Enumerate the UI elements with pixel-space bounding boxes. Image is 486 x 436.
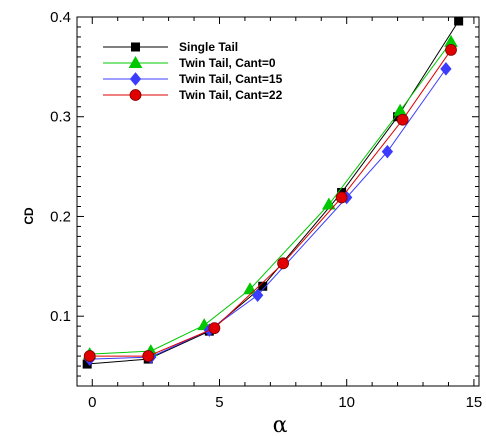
legend-marker [128,55,143,68]
legend-entry: Twin Tail, Cant=22 [103,88,283,102]
series-line [89,68,447,360]
plot-area [76,16,480,387]
x-tick-label: 15 [466,394,483,411]
x-axis: 0 5 10 15 [88,17,482,411]
plot-frame [76,16,480,387]
legend-entry: Twin Tail, Cant=15 [103,72,283,86]
legend-label: Twin Tail, Cant=15 [179,72,283,86]
data-point [322,197,336,210]
data-point [445,44,457,56]
legend-entry: Single Tail [103,40,238,54]
data-point [208,322,221,335]
y-axis: 0.1 0.2 0.3 0.4 [50,9,479,377]
x-axis-label: α [273,413,288,436]
data-point [381,144,394,159]
data-point [142,350,155,362]
y-tick-label: 0.3 [50,109,71,126]
legend-label: Twin Tail, Cant=0 [179,56,276,70]
x-tick-label: 0 [88,394,96,411]
y-tick-label: 0.4 [50,9,71,26]
y-tick-label: 0.2 [50,208,71,225]
legend-marker [131,42,140,52]
y-axis-label: CD [22,207,36,225]
data-point [440,62,452,76]
x-tick-label: 10 [338,394,355,411]
data-point [251,288,264,303]
legend-label: Single Tail [179,40,238,54]
series-4 [83,44,457,362]
y-tick-label: 0.1 [50,308,71,325]
data-point [396,113,409,126]
data-point [454,16,464,26]
series-3 [84,62,452,366]
data-point [277,257,289,270]
legend-label: Twin Tail, Cant=22 [179,88,283,102]
legend: Single Tail Twin Tail, Cant=0 Twin Tail, C… [103,40,283,102]
legend-marker [129,89,142,101]
legend-entry: Twin Tail, Cant=0 [103,55,276,70]
x-tick-label: 5 [215,394,223,411]
data-point [83,350,96,362]
legend-marker [129,72,142,86]
data-point [335,191,348,204]
